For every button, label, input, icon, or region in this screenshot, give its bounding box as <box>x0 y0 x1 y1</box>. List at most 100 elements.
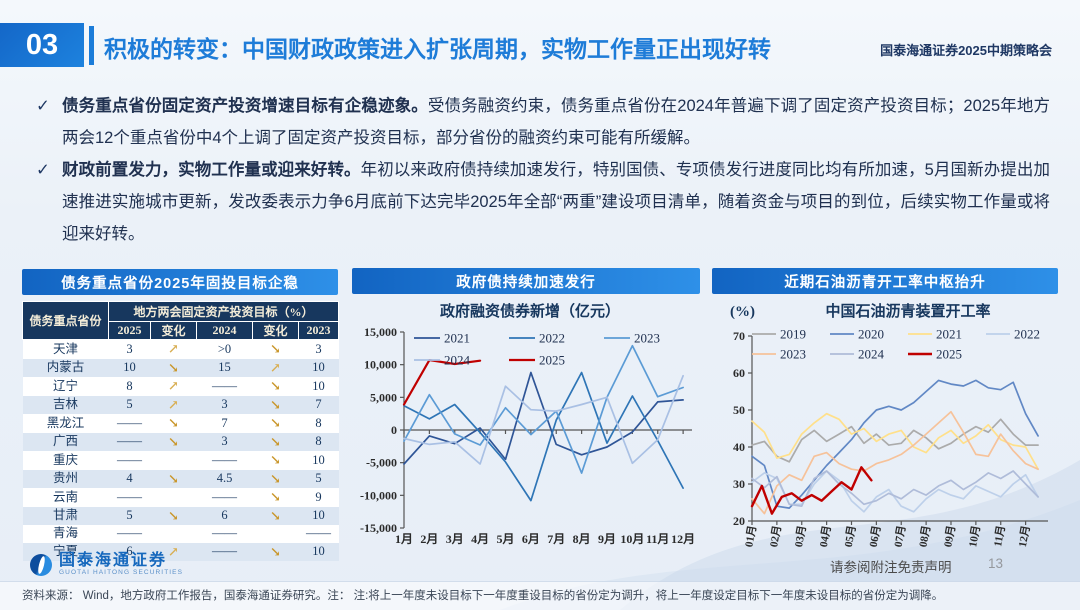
table-row: 云南 —— —— ↘ 9 <box>22 488 339 507</box>
bullet-text: 受债务融资约束，债务重点省份在2024年普遍下调了固定资产投资目标；2025年地… <box>62 97 1051 147</box>
header-divider <box>89 26 94 65</box>
source-note: 资料来源： Wind，地方政府工作报告，国泰海通证券研究。注： 注:将上一年度未… <box>22 590 944 602</box>
cell-2024: 4.5 <box>216 471 233 485</box>
cell-province: 重庆 <box>52 452 78 467</box>
x-tick-label: 10月 <box>966 524 983 548</box>
disclaimer-note: 请参阅附注免责声明 <box>830 560 952 575</box>
fixed-investment-target-table: 债务重点省份 地方两会固定资产投资目标（%） 2025 变化 2024 变化 2… <box>22 301 339 561</box>
cell-change-2: ↘ <box>253 451 299 470</box>
cell-change-2: ↘ <box>253 543 299 562</box>
legend-label-2025: 2025 <box>936 347 962 362</box>
up-arrow-icon: ↗ <box>168 543 179 559</box>
cell-province: 辽宁 <box>52 378 78 393</box>
cell-province: 吉林 <box>52 397 78 411</box>
cell-2025: 8 <box>126 378 133 393</box>
x-tick-label: 10月 <box>620 532 644 546</box>
cell-province: 青海 <box>52 526 78 540</box>
y-tick-label: 20 <box>733 514 745 528</box>
column-header-2025: 2025 <box>108 321 151 340</box>
table-row: 内蒙古 10 ↘ 15 ↗ 10 <box>22 358 339 377</box>
cell-change-2: ↘ <box>253 488 299 507</box>
cell-province: 黑龙江 <box>46 415 85 430</box>
x-tick-label: 12月 <box>1016 524 1033 548</box>
down-arrow-icon: ↘ <box>270 433 281 449</box>
x-tick-label: 11月 <box>646 532 669 546</box>
series-line-2021 <box>751 412 1039 471</box>
cell-province: 天津 <box>52 341 78 356</box>
cell-2025: 10 <box>123 360 136 374</box>
table-row: 甘肃 5 ↘ 6 ↘ 10 <box>22 506 339 525</box>
cell-2024: —— <box>212 526 237 540</box>
table-row: 青海 —— —— —— <box>22 525 339 543</box>
x-tick-label: 5月 <box>496 532 514 546</box>
cell-change-2: ↘ <box>253 377 299 396</box>
cell-2023: 10 <box>312 544 325 558</box>
x-tick-label: 4月 <box>471 532 489 546</box>
cell-2024: —— <box>212 452 237 467</box>
cell-change-1 <box>151 451 197 470</box>
bullet-item-1: ✓ 债务重点省份固定资产投资增速目标有企稳迹象。受债务融资约束，债务重点省份在20… <box>36 90 1050 154</box>
column-header-change2: 变化 <box>252 321 299 340</box>
down-arrow-icon: ↘ <box>168 415 179 430</box>
y-tick-label: 60 <box>733 366 745 380</box>
up-arrow-icon: ↗ <box>168 341 179 356</box>
y-tick-label: 50 <box>733 403 745 417</box>
series-line-2019 <box>751 418 1039 463</box>
cell-2025: 3 <box>126 341 133 356</box>
table-row: 黑龙江 —— ↘ 7 ↘ 8 <box>22 414 339 433</box>
down-arrow-icon: ↘ <box>270 415 281 430</box>
chart-panel-title-band: 政府债持续加速发行 <box>352 268 700 294</box>
company-logo-icon <box>30 554 52 576</box>
company-logo-cn: 国泰海通证券 <box>59 552 168 569</box>
cell-change-2: ↘ <box>253 340 299 359</box>
cell-change-2: ↘ <box>253 470 299 489</box>
cell-2025: 6 <box>126 544 133 558</box>
cell-change-2: ↘ <box>253 414 299 433</box>
up-arrow-icon: ↗ <box>168 378 179 393</box>
table-row: 吉林 5 ↗ 3 ↘ 7 <box>22 395 339 414</box>
page-title: 积极的转变：中国财政政策进入扩张周期，实物工作量正出现好转 <box>104 36 771 62</box>
cell-2023: 8 <box>315 415 322 430</box>
series-line-2024 <box>403 374 684 465</box>
cell-change-1: ↘ <box>151 433 197 452</box>
chart-title: 政府融资债券新增（亿元） <box>440 302 620 320</box>
x-tick-label: 09月 <box>941 524 958 548</box>
cell-2024: 15 <box>218 360 231 374</box>
x-tick-label: 02月 <box>767 524 784 548</box>
cell-change-1 <box>151 525 197 543</box>
legend-label-2020: 2020 <box>858 327 884 342</box>
bullet-lead: 财政前置发力，实物工作量或迎来好转。 <box>62 161 361 179</box>
down-arrow-icon: ↘ <box>270 543 281 559</box>
cell-2024: —— <box>212 489 237 504</box>
legend-label-2021: 2021 <box>936 327 962 342</box>
x-tick-label: 03月 <box>792 524 809 548</box>
series-line-2021 <box>403 371 684 465</box>
cell-2023: 8 <box>315 434 322 448</box>
cell-2024: —— <box>212 378 237 393</box>
x-tick-label: 2月 <box>420 532 438 546</box>
x-tick-label: 07月 <box>892 524 909 548</box>
x-tick-label: 3月 <box>446 532 464 546</box>
cell-2024: —— <box>212 544 237 558</box>
series-line-2020 <box>751 379 1039 509</box>
cell-change-2 <box>253 525 299 543</box>
down-arrow-icon: ↘ <box>168 433 179 449</box>
cell-2023: 10 <box>312 508 325 522</box>
cell-change-1: ↗ <box>151 340 197 359</box>
column-group-header: 地方两会固定资产投资目标（%） <box>108 301 339 322</box>
cell-2024: 6 <box>221 508 228 522</box>
series-line-2024 <box>751 470 1039 508</box>
series-line-2022 <box>751 470 1039 513</box>
legend-label-2023: 2023 <box>634 331 660 346</box>
y-tick-label: 70 <box>733 329 745 343</box>
down-arrow-icon: ↘ <box>270 470 281 486</box>
cell-2025: —— <box>117 526 142 540</box>
cell-2023: 10 <box>312 378 325 393</box>
investment-target-table-panel: 债务重点省份2025年固投目标企稳 债务重点省份 地方两会固定资产投资目标（%）… <box>22 269 339 561</box>
y-tick-label: -10,000 <box>360 488 397 502</box>
cell-2025: —— <box>117 452 142 467</box>
down-arrow-icon: ↘ <box>168 470 179 486</box>
chart-title: 中国石油沥青装置开工率 <box>825 302 990 320</box>
event-label: 国泰海通证券2025中期策略会 <box>880 43 1052 58</box>
cell-province: 广西 <box>52 434 78 448</box>
